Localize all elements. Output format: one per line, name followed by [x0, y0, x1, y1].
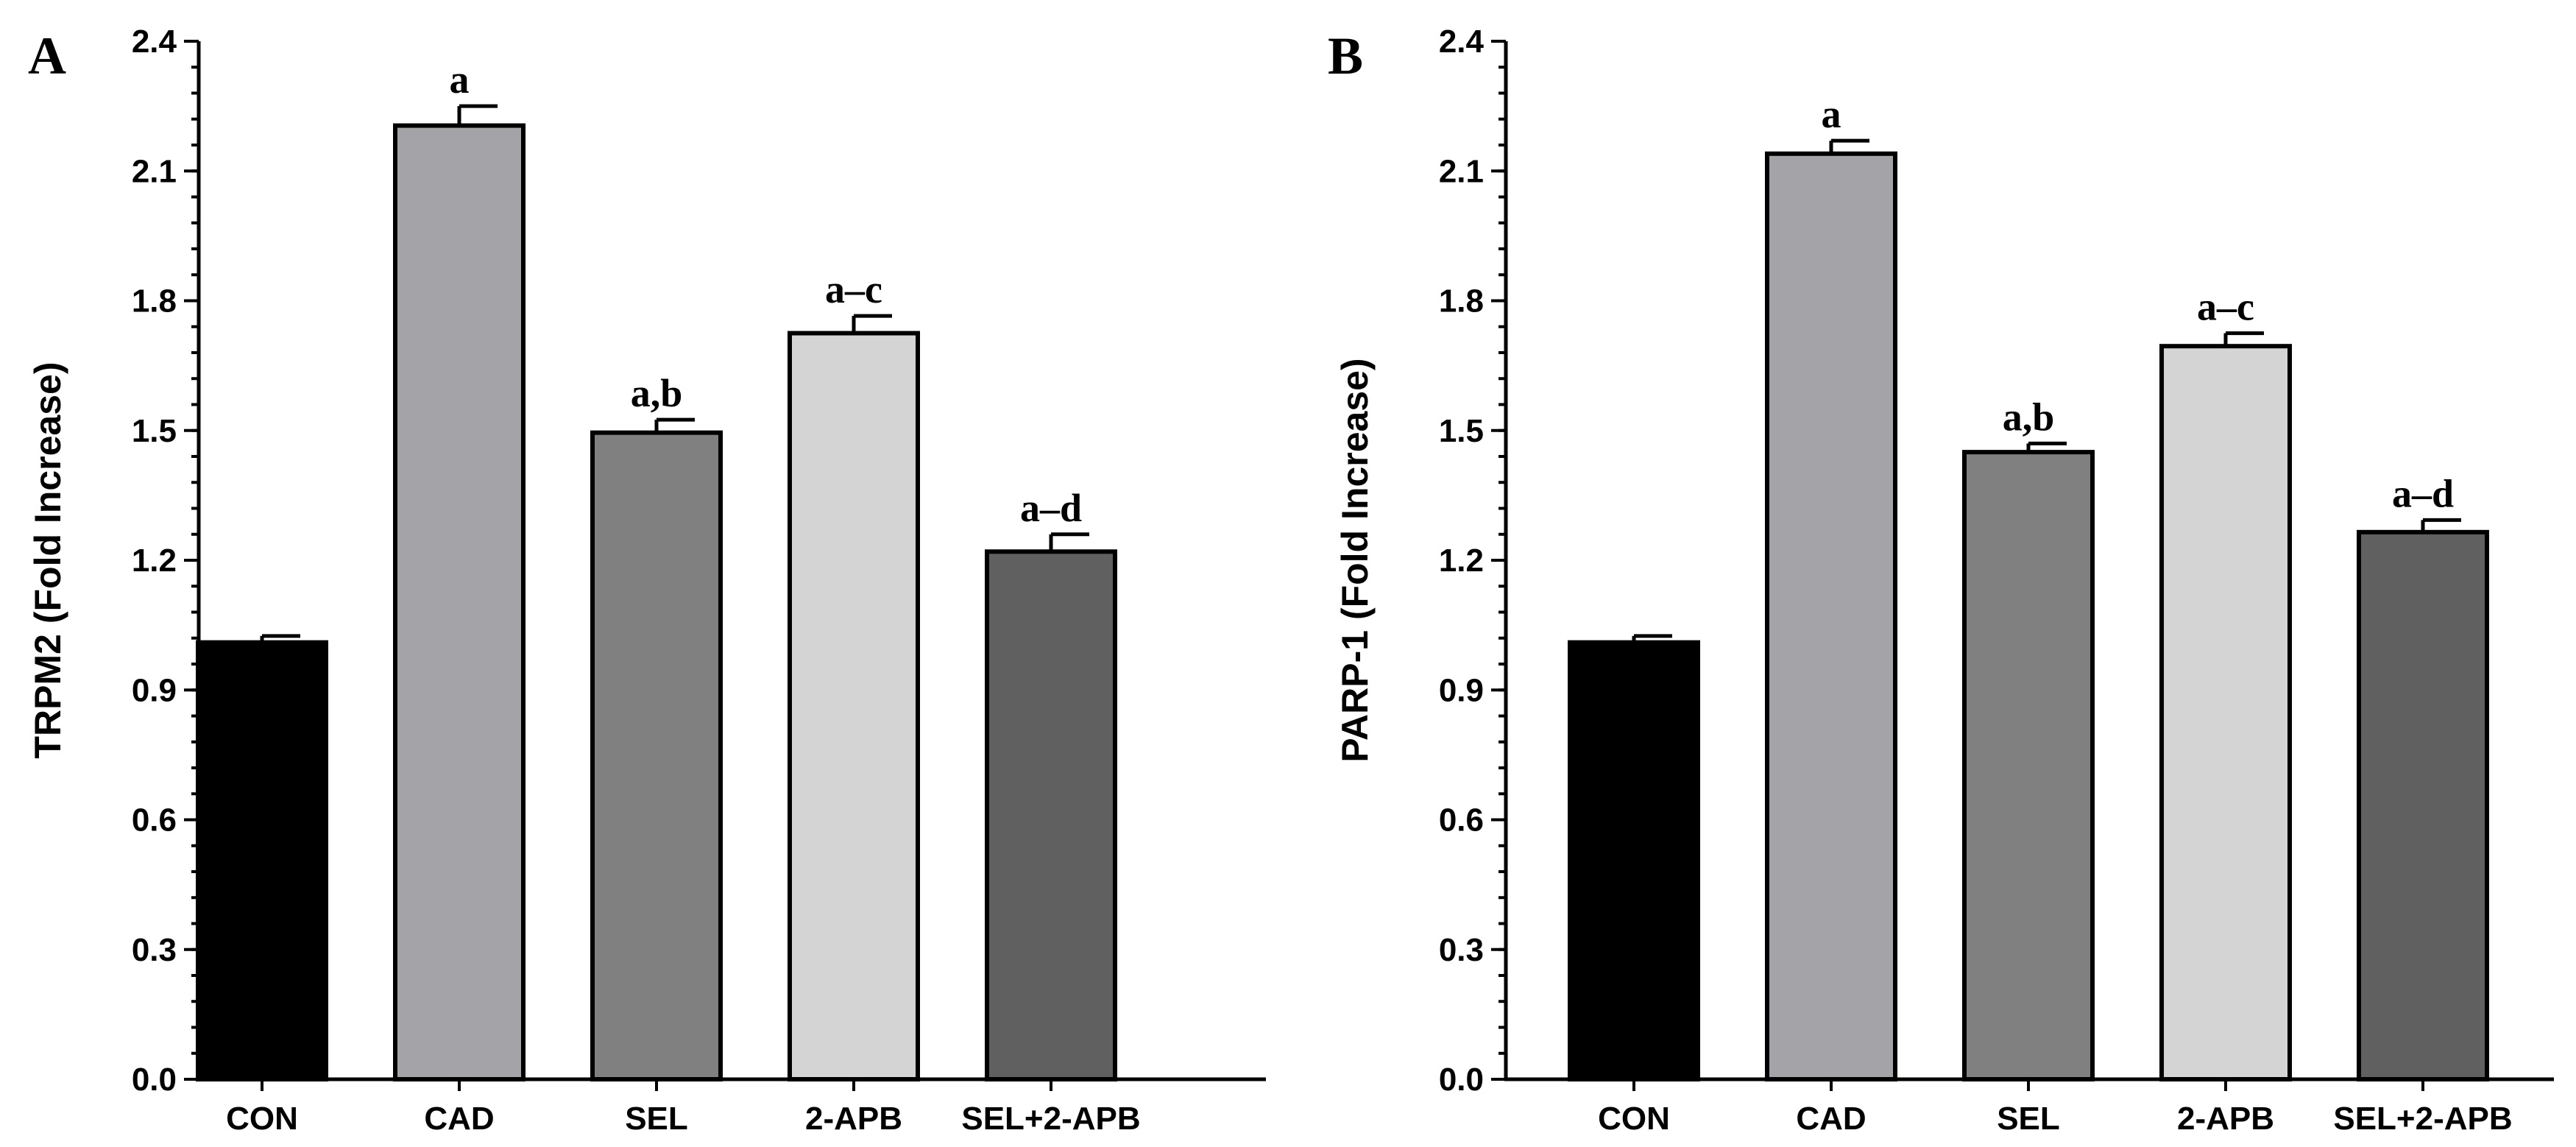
bar [985, 549, 1117, 1081]
significance-label: a–d [1020, 486, 1082, 530]
x-tick-label: SEL+2-APB [961, 1101, 1140, 1137]
bar [1962, 450, 2095, 1081]
y-tick-label: 0.0 [132, 1062, 177, 1098]
y-tick-label: 1.5 [1439, 413, 1484, 449]
x-tick-label: CON [1598, 1101, 1670, 1137]
bar [1568, 640, 1700, 1081]
panel-a-chart: A TRPM2 (Fold Increase) 0.0 0.3 0.6 0.9 1.2 1.5… [27, 24, 1266, 1137]
panel-b-chart: B PARP-1 (Fold Increase) 0.0 0.3 0.6 0.9 1.2 1.… [1328, 24, 2554, 1137]
bar [393, 123, 526, 1081]
bar [590, 430, 723, 1081]
y-tick-label: 1.5 [132, 413, 177, 449]
bar [2357, 529, 2489, 1081]
x-tick-label: 2-APB [805, 1101, 902, 1137]
y-tick-label: 1.8 [1439, 283, 1484, 320]
y-tick-label: 2.4 [1439, 24, 1485, 60]
y-axis-label: PARP-1 (Fold Increase) [1334, 358, 1376, 762]
bar [196, 640, 328, 1081]
panel-letter: B [1328, 27, 1363, 85]
significance-label: a,b [631, 371, 683, 415]
y-tick-label: 0.3 [132, 932, 177, 968]
bar [788, 331, 920, 1081]
x-tick-label: 2-APB [2177, 1101, 2274, 1137]
bar [2159, 344, 2292, 1081]
y-tick-label: 1.2 [132, 543, 177, 579]
x-tick-label: SEL [1997, 1101, 2060, 1137]
y-tick-label: 1.2 [1439, 543, 1484, 579]
y-axis-label: TRPM2 (Fold Increase) [27, 362, 68, 759]
significance-label: a,b [2003, 395, 2055, 439]
y-tick-label: 2.4 [132, 24, 177, 60]
significance-label: a–c [825, 267, 882, 311]
significance-label: a [450, 57, 470, 102]
significance-label: a–d [2392, 471, 2454, 515]
significance-label: a–c [2197, 285, 2254, 329]
y-tick-label: 0.9 [132, 672, 177, 708]
y-tick-label: 0.9 [1439, 672, 1484, 708]
x-tick-label: CAD [424, 1101, 494, 1137]
panel-letter: A [28, 27, 66, 85]
y-tick-label: 0.6 [132, 802, 177, 839]
x-tick-label: CAD [1796, 1101, 1866, 1137]
y-tick-label: 1.8 [132, 283, 177, 320]
x-tick-label: SEL [625, 1101, 688, 1137]
x-tick-label: CON [226, 1101, 298, 1137]
x-tick-label: SEL+2-APB [2333, 1101, 2512, 1137]
significance-label: a [1822, 92, 1841, 136]
y-tick-label: 0.3 [1439, 932, 1484, 968]
y-tick-label: 2.1 [1439, 153, 1484, 189]
y-tick-label: 0.0 [1439, 1062, 1484, 1098]
y-tick-label: 2.1 [132, 153, 177, 189]
bar [1765, 151, 1897, 1081]
y-tick-label: 0.6 [1439, 802, 1484, 839]
